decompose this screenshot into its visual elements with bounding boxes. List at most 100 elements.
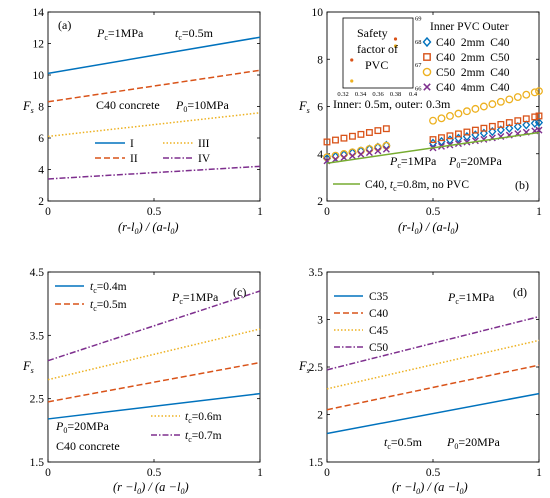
- chart-panel-c: 0 0.5 1 1.5 2.5 3.5 4.5 tc=0.4m tc=0.5m Pc=1MP…: [22, 267, 263, 496]
- annotation-tc-a: tc=0.5m: [175, 26, 214, 42]
- data-point: [534, 117, 544, 128]
- y-axis-label-d: Fs: [298, 359, 310, 375]
- series-line: [326, 131, 540, 164]
- x-tick-label: 1: [257, 467, 263, 479]
- x-tick-label: 0: [45, 467, 51, 479]
- data-point: [429, 116, 437, 125]
- inset-x-tick-label: 0.4: [409, 91, 418, 98]
- legend-marker-square: [423, 53, 431, 61]
- inset-point: [393, 37, 398, 41]
- y-tick-label: 12: [33, 39, 45, 51]
- x-tick-label: 0.5: [147, 206, 162, 218]
- legend-label-I: I: [130, 138, 134, 150]
- y-tick-label: 2: [38, 196, 44, 208]
- data-point: [514, 117, 522, 125]
- data-point: [332, 136, 339, 144]
- legend-label-C50: C50: [369, 342, 388, 354]
- y-tick-label: 1.5: [309, 457, 324, 469]
- y-tick-label: 10: [33, 70, 45, 82]
- data-point: [488, 100, 497, 109]
- series-line: [326, 392, 540, 435]
- inset-x-tick-label: 0.38: [390, 91, 401, 98]
- data-point: [513, 93, 522, 101]
- data-point: [497, 121, 505, 128]
- inset-title-line2: factor of: [357, 42, 398, 56]
- y-tick-label: 2.5: [309, 362, 324, 374]
- inset-x-tick-label: 0.34: [355, 91, 367, 98]
- panel-label-d: (d): [513, 285, 527, 299]
- series-line: [326, 339, 540, 390]
- y-axis-label-c: Fs: [22, 359, 34, 375]
- data-point: [471, 126, 479, 134]
- data-point: [365, 145, 374, 153]
- annotation-pc-a: Pc=1MPa: [96, 26, 144, 42]
- x-tick-label: 0: [45, 206, 51, 218]
- x-tick-label: 0.5: [426, 467, 441, 479]
- y-tick-label: 1.5: [30, 457, 45, 469]
- y-tick-label: 3.5: [309, 267, 324, 279]
- legend-label-b3: C50 2mm C40: [436, 67, 510, 79]
- plot-frame-d: [326, 271, 540, 463]
- data-point: [479, 102, 488, 111]
- annotation-pc-b: Pc=1MPa: [389, 154, 437, 170]
- data-point: [429, 136, 437, 144]
- y-tick-label: 4: [38, 165, 44, 177]
- series-line: [47, 328, 261, 381]
- inset-b: 0.32 0.34 0.36 0.38 0.466 67 68 69 Safety facto…: [337, 16, 422, 99]
- legend-c-top: tc=0.4m tc=0.5m: [55, 281, 127, 313]
- legend-marker-x: [423, 83, 431, 91]
- x-tick-label: 0: [324, 467, 330, 479]
- ticks-d: 0 0.5 1 1.5 2 2.5 3 3.5: [309, 267, 543, 479]
- data-point: [348, 132, 356, 140]
- y-axis-label-b: Fs: [298, 99, 310, 115]
- annotation-tc-d: tc=0.5m: [384, 435, 423, 451]
- x-tick-label: 1: [536, 467, 542, 479]
- annotation-pc-d: Pc=1MPa: [447, 290, 495, 306]
- data-point: [463, 128, 471, 136]
- data-point: [348, 152, 356, 160]
- legend-label-II: II: [130, 153, 138, 165]
- data-point: [522, 115, 530, 123]
- data-point: [522, 120, 531, 130]
- x-axis-label-c: (r −l0) / (a −l0): [113, 480, 189, 496]
- series-line: [47, 290, 261, 362]
- data-point: [530, 88, 539, 97]
- data-point: [374, 127, 382, 135]
- data-point: [323, 138, 331, 146]
- y-tick-label: 6: [317, 102, 323, 114]
- chart-panel-d: 0 0.5 1 1.5 2 2.5 3 3.5 C35 C40 C45 C50 Pc=1MPa…: [298, 267, 542, 496]
- inset-y-tick-label: 66: [415, 86, 422, 93]
- series-line: [326, 364, 540, 411]
- x-axis-label-b: (r-l0) / (a-l0): [398, 220, 459, 236]
- annotation-p0-a: P0=10MPa: [175, 98, 229, 114]
- legend-markers-b: [422, 36, 432, 91]
- data-point: [340, 134, 348, 142]
- series-group-c: [47, 290, 261, 420]
- x-tick-label: 0: [324, 206, 330, 218]
- data-point: [382, 125, 390, 133]
- inset-x-tick-label: 0.36: [372, 91, 384, 98]
- annotation-p0-c: P0=20MPa: [55, 419, 109, 435]
- data-point: [505, 119, 513, 127]
- data-point: [446, 111, 454, 120]
- inset-point: [393, 44, 398, 48]
- data-point: [357, 130, 365, 138]
- data-point: [535, 112, 543, 120]
- data-point: [454, 109, 463, 118]
- y-tick-label: 8: [38, 102, 44, 114]
- inset-point: [350, 58, 354, 62]
- inset-y-tick-label: 68: [415, 39, 422, 46]
- legend-label-III: III: [198, 138, 210, 150]
- data-point: [496, 97, 505, 106]
- inset-frame: [342, 17, 414, 89]
- y-tick-label: 4.5: [30, 267, 45, 279]
- legend-label-C35: C35: [369, 291, 388, 303]
- legend-label-C40: C40: [369, 308, 388, 320]
- data-point: [531, 113, 539, 121]
- data-point: [505, 123, 514, 133]
- data-point: [479, 128, 488, 138]
